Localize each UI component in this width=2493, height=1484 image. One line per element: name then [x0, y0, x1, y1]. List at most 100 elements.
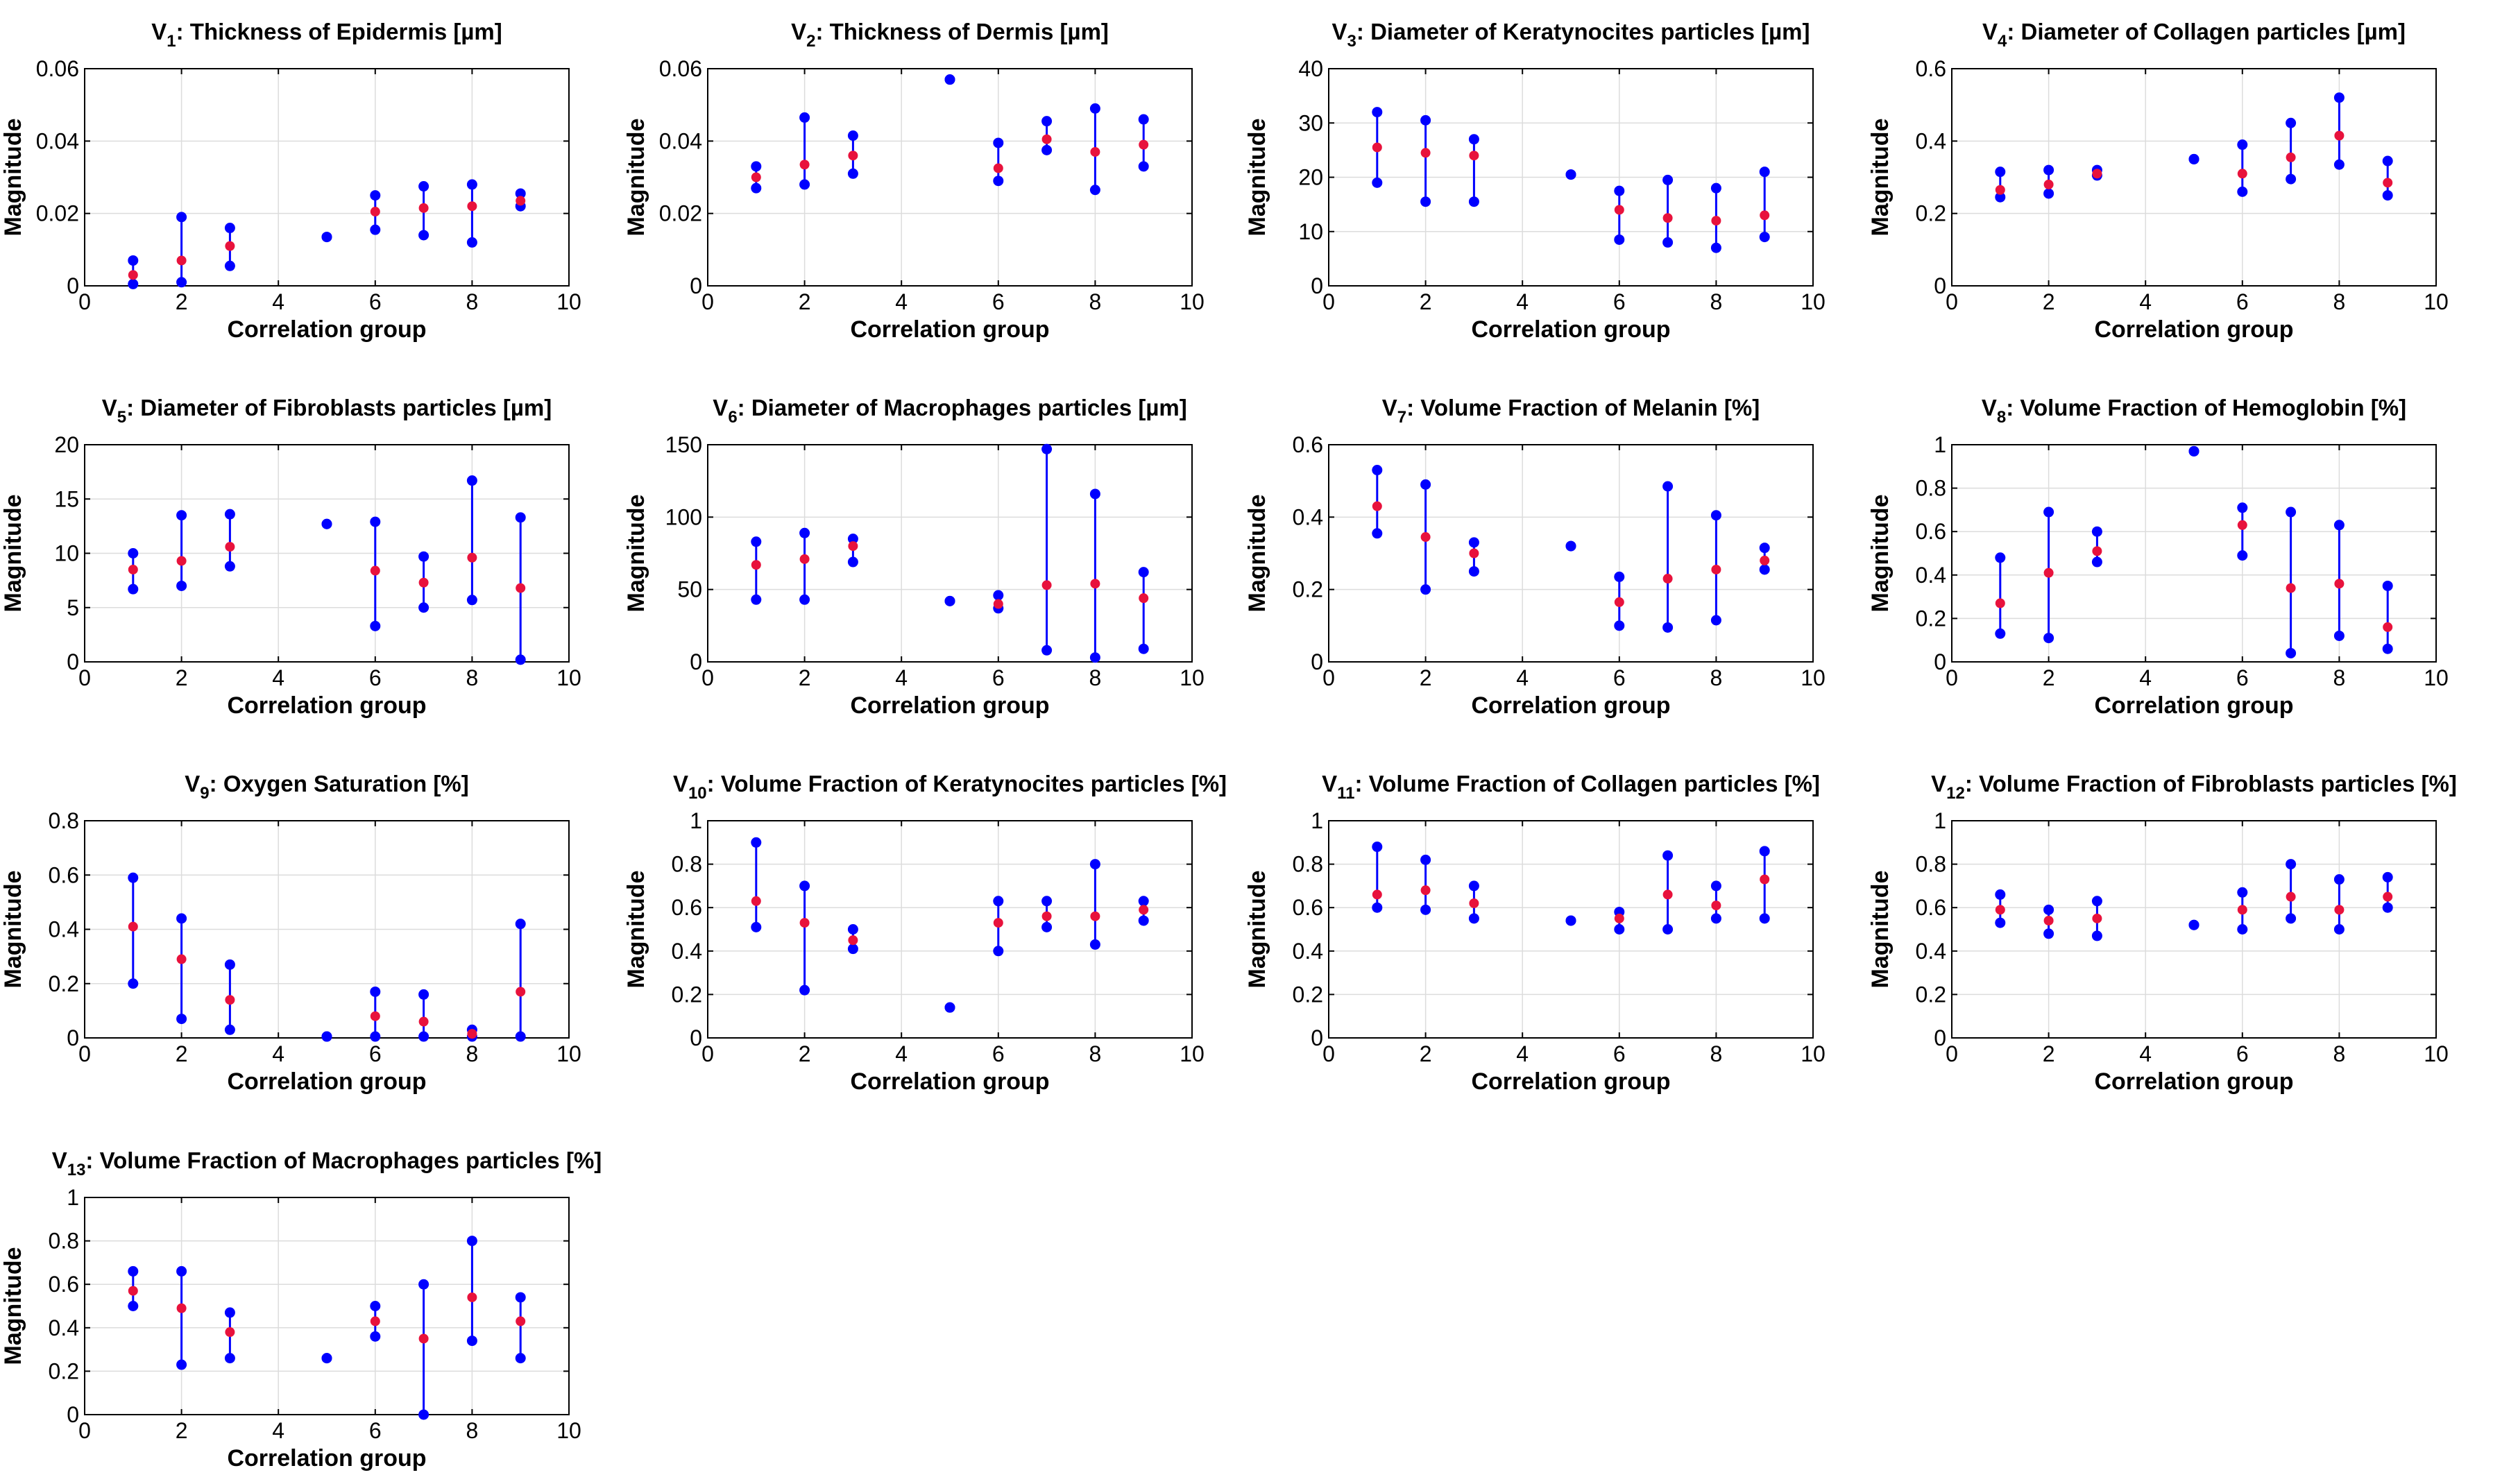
title-variable: V [673, 771, 688, 796]
min-point [1372, 177, 1383, 188]
y-axis-label: Magnitude [623, 871, 649, 989]
max-point [1662, 174, 1674, 185]
max-point [1710, 880, 1721, 892]
group-2-markers [799, 880, 810, 996]
y-tick-label: 0.8 [49, 1229, 79, 1254]
max-point [370, 1301, 381, 1311]
title-subscript: 13 [67, 1161, 86, 1179]
group-8-markers [1089, 103, 1100, 196]
min-point [224, 1353, 235, 1364]
title-subscript: 9 [200, 784, 209, 803]
title-subscript: 3 [1347, 32, 1356, 51]
min-point [321, 1031, 332, 1042]
max-point [993, 896, 1004, 907]
group-8-markers [466, 179, 477, 248]
title-text: : Diameter of Macrophages particles [µm] [738, 395, 1187, 420]
max-point [1759, 167, 1770, 178]
max-point [2286, 859, 2297, 870]
group-5-markers [2188, 919, 2200, 930]
title-variable: V [1982, 19, 1998, 44]
mean-point [418, 203, 429, 213]
title-subscript: 1 [167, 32, 176, 51]
group-1-markers [1995, 167, 2006, 203]
group-1-markers [128, 548, 139, 595]
y-tick-label: 5 [67, 595, 79, 620]
subplot-5: 0 2 4 6 8 10 0 5 10 15 20 Correlation group Magnitud… [0, 395, 581, 719]
y-tick-label: 0.6 [1293, 432, 1323, 457]
group-6-markers [993, 590, 1004, 614]
x-tick-label: 6 [1613, 289, 1626, 314]
plot-area [708, 69, 1192, 286]
mean-point [799, 160, 810, 170]
title-subscript: 10 [688, 784, 707, 803]
x-tick-label: 6 [2236, 1041, 2249, 1066]
chart-title: V5: Diameter of Fibroblasts particles [µ… [102, 395, 552, 427]
x-tick-label: 8 [1710, 289, 1723, 314]
min-point [2188, 445, 2200, 457]
max-point [1420, 854, 1431, 865]
mean-point [1139, 593, 1149, 604]
max-point [224, 223, 235, 234]
group-8-markers [1089, 859, 1100, 950]
mean-point [751, 172, 761, 182]
y-axis-label: Magnitude [0, 871, 26, 989]
group-7-markers [418, 989, 429, 1042]
y-tick-label: 0.2 [1916, 201, 1946, 226]
plot-area [708, 445, 1192, 662]
group-2-markers [1420, 114, 1431, 207]
title-variable: V [713, 395, 728, 420]
mean-point [2237, 905, 2247, 915]
group-6-markers [2237, 502, 2248, 561]
group-8-markers [2333, 92, 2345, 170]
group-3-markers [224, 509, 235, 572]
group-1-markers [751, 536, 762, 605]
min-point [799, 984, 810, 996]
max-point [2237, 502, 2248, 513]
min-point [1420, 584, 1431, 595]
mean-point [1420, 148, 1431, 158]
min-point [1041, 144, 1053, 155]
mean-point [799, 554, 810, 564]
mean-point [1372, 142, 1382, 153]
mean-point [1041, 911, 1052, 921]
min-point [370, 620, 381, 631]
mean-point [467, 552, 477, 563]
min-point [1420, 196, 1431, 207]
group-5-markers [321, 1353, 332, 1364]
subplot-9: 0 2 4 6 8 10 0 0.2 0.4 0.6 0.8 Correlation group Mag… [0, 771, 581, 1095]
min-point [1759, 564, 1770, 575]
x-tick-label: 0 [1322, 665, 1335, 690]
mean-point [848, 151, 858, 161]
mean-point [1711, 901, 1721, 911]
mean-point [1760, 210, 1770, 221]
mean-point [1372, 501, 1382, 511]
subplot-8: 0 2 4 6 8 10 0 0.2 0.4 0.6 0.8 1 Correlation group Ma… [1867, 395, 2449, 719]
group-5-markers [321, 232, 332, 243]
group-2-markers [2043, 164, 2054, 199]
group-5-markers [321, 1031, 332, 1042]
group-5-markers [944, 74, 955, 85]
plot-area [85, 1197, 569, 1415]
group-9-markers [2382, 871, 2393, 913]
group-7-markers [1041, 896, 1053, 932]
x-axis-label: Correlation group [850, 1068, 1049, 1095]
max-point [224, 509, 235, 520]
min-point [993, 946, 1004, 957]
min-point [176, 277, 187, 288]
max-point [466, 179, 477, 190]
x-tick-label: 2 [1420, 1041, 1432, 1066]
min-point [1710, 913, 1721, 924]
mean-point [1041, 134, 1052, 144]
group-1-markers [1995, 889, 2006, 928]
min-point [751, 921, 762, 932]
title-text: : Volume Fraction of Collagen particles … [1354, 771, 1819, 796]
group-7-markers [1041, 443, 1053, 656]
y-axis-label: Magnitude [1867, 119, 1894, 237]
max-point [1759, 846, 1770, 857]
mean-point [467, 201, 477, 212]
max-point [2286, 117, 2297, 128]
group-1-markers [751, 837, 762, 932]
y-tick-label: 0.8 [1293, 852, 1323, 877]
mean-point [2334, 579, 2345, 589]
mean-point [128, 564, 138, 574]
